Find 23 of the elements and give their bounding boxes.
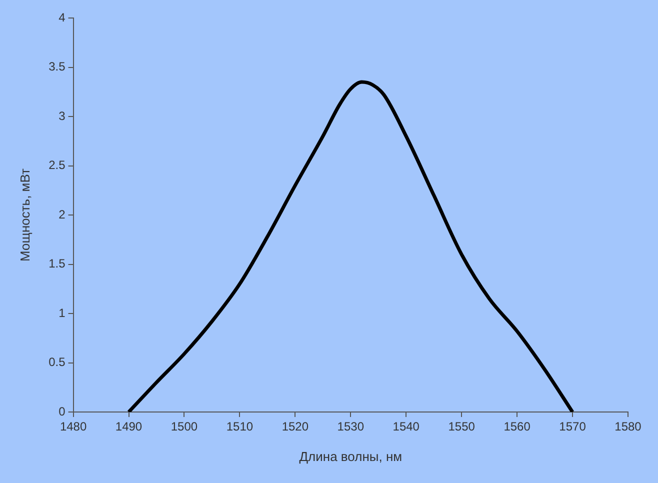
- y-tick-label: 0: [58, 404, 66, 418]
- x-tick-label: 1510: [226, 420, 254, 434]
- x-tick-label: 1520: [282, 420, 309, 434]
- x-tick-label: 1570: [559, 420, 586, 434]
- y-tick-label: 1.5: [48, 256, 66, 271]
- x-tick-label: 1580: [614, 420, 642, 434]
- y-tick-label: 3.5: [48, 60, 66, 74]
- y-tick-label: 4: [58, 10, 66, 24]
- x-tick-label: 1560: [504, 420, 531, 434]
- y-tick-label: 2: [58, 207, 66, 222]
- y-tick-label: 0.5: [48, 355, 66, 370]
- y-tick-label: 2.5: [48, 158, 66, 172]
- x-axis-title: Длина волны, нм: [299, 448, 402, 464]
- x-tick-label: 1490: [115, 420, 142, 434]
- x-tick-label: 1550: [448, 420, 476, 434]
- line-series: [127, 80, 574, 412]
- y-tick-label: 3: [58, 108, 66, 123]
- x-tick-label: 1500: [170, 420, 198, 434]
- x-tick-label: 1480: [60, 420, 87, 434]
- x-tick-label: 1530: [337, 420, 364, 434]
- y-tick-label: 1: [58, 306, 66, 320]
- y-axis-title: Мощность, мВт: [17, 168, 32, 262]
- x-tick-label: 1540: [392, 420, 420, 434]
